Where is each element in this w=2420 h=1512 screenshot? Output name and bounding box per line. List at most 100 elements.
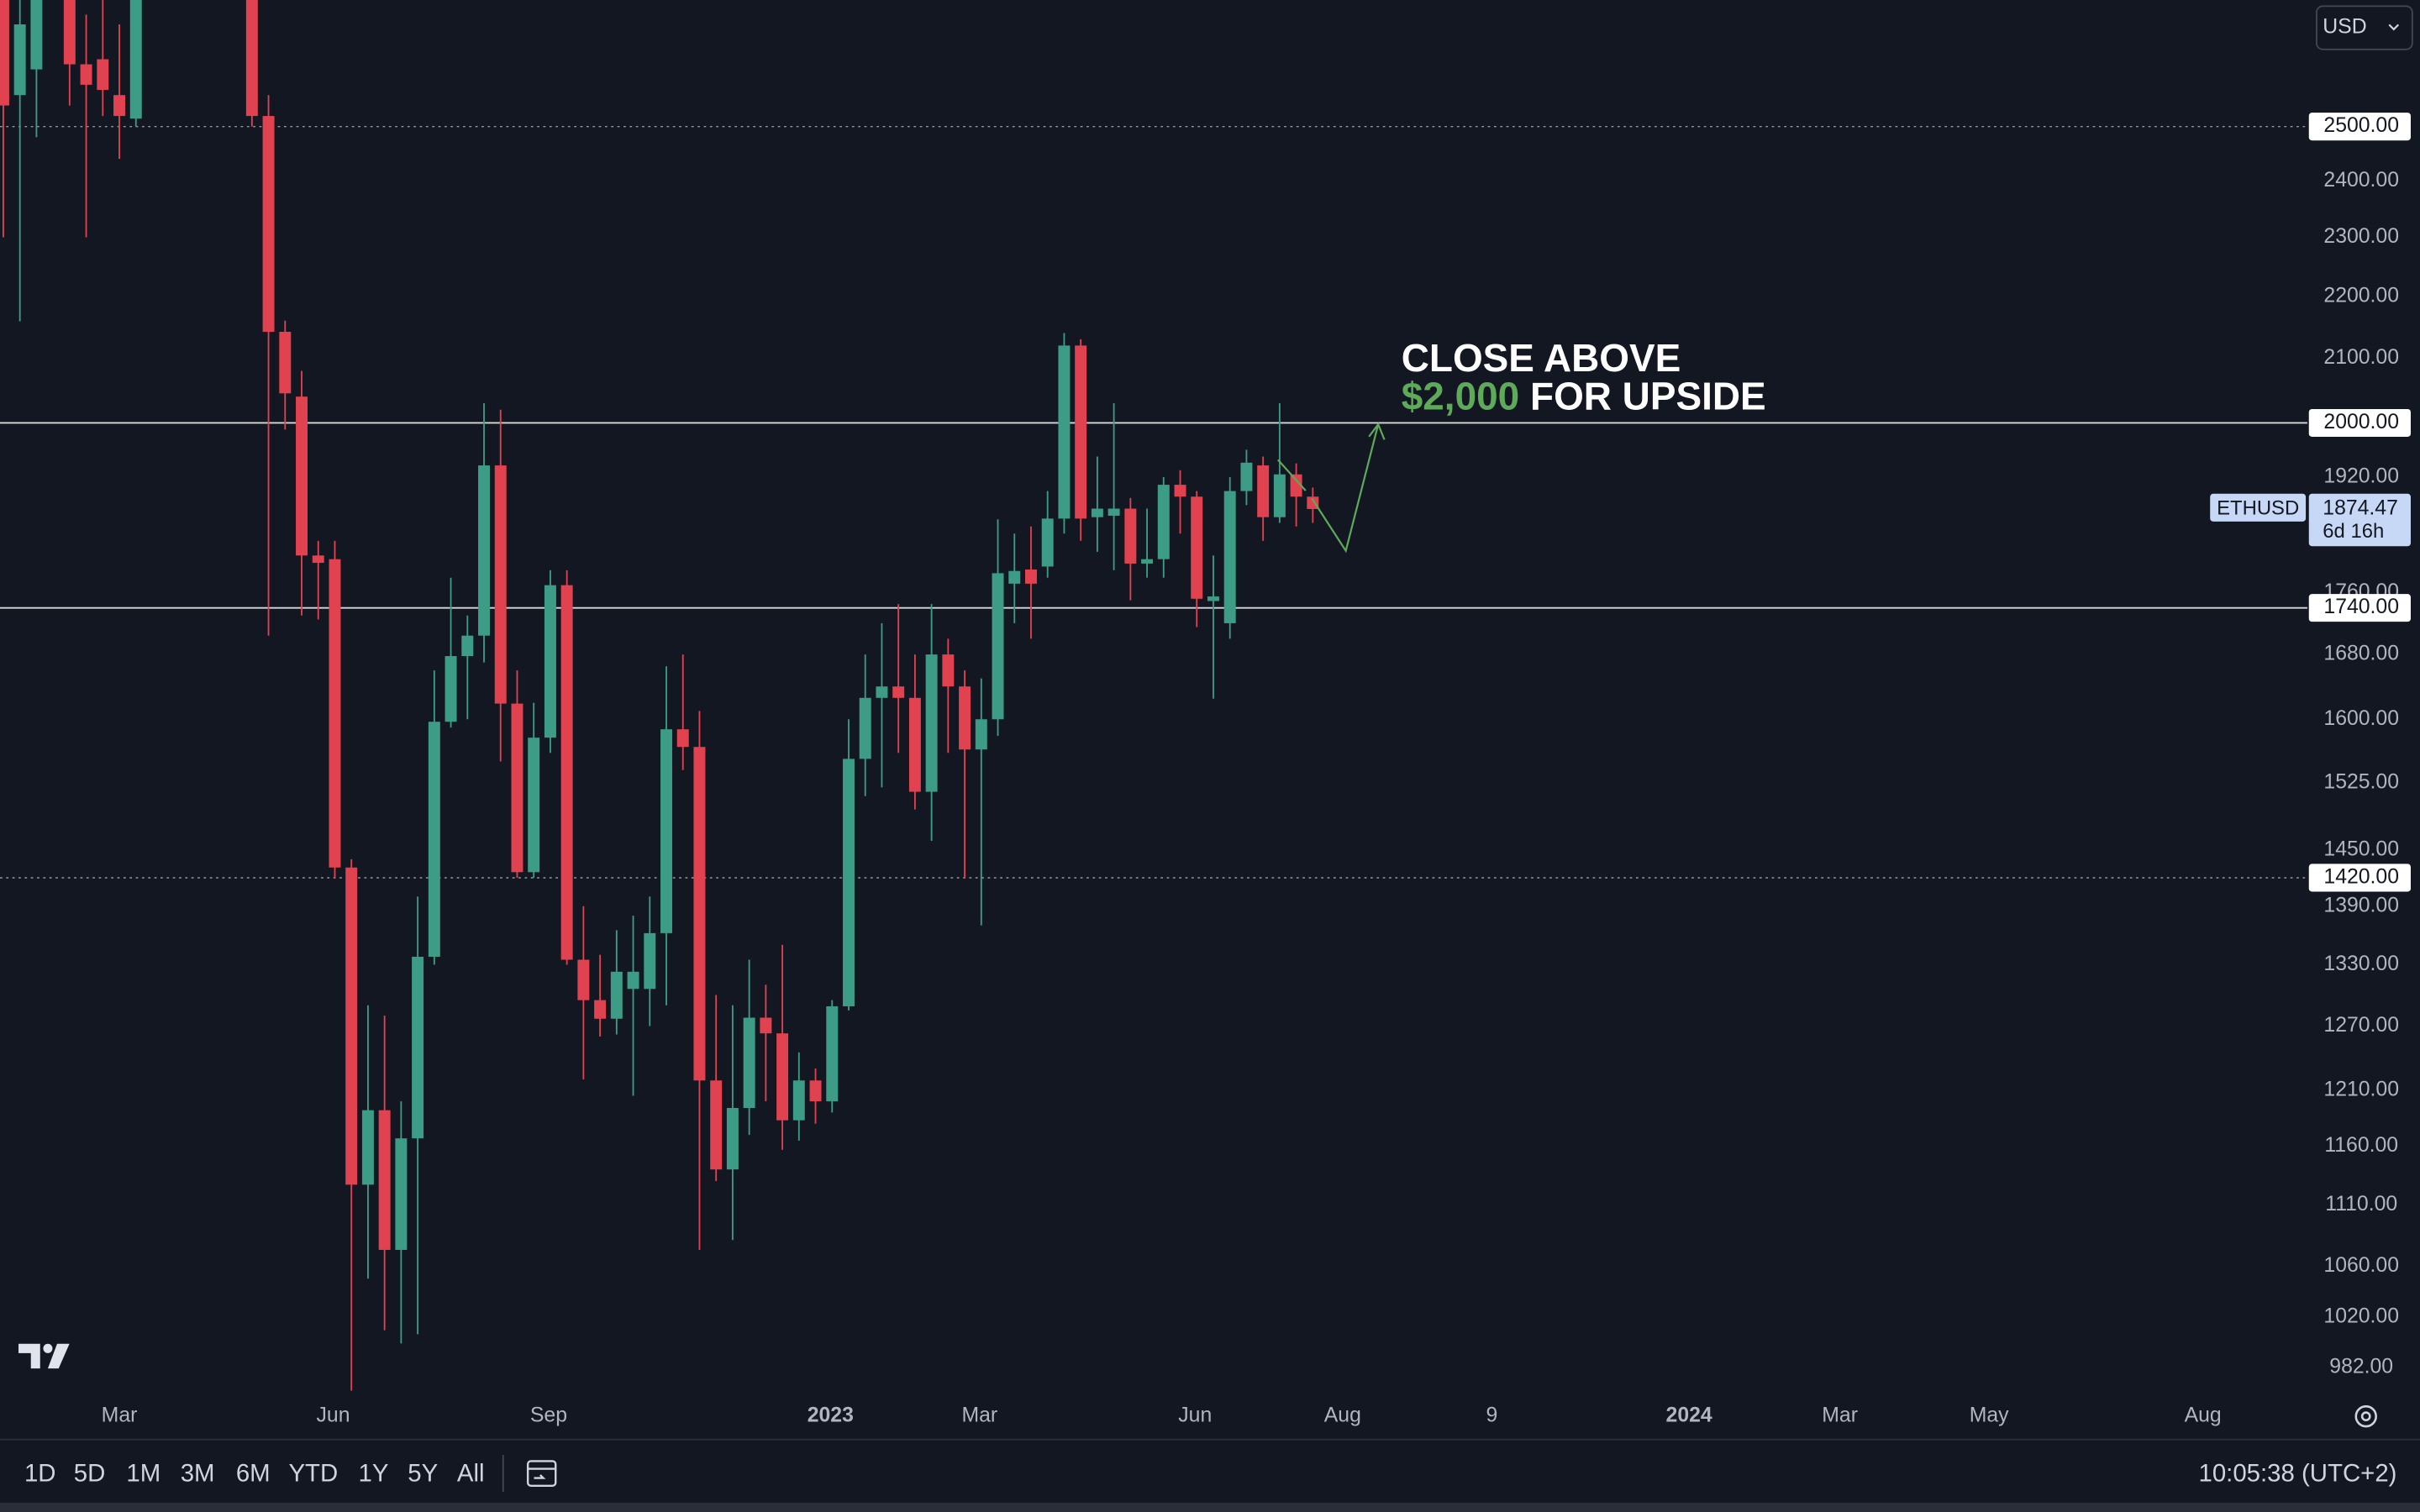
forecast-arrow — [1276, 422, 1386, 554]
gear[interactable] — [2354, 1404, 2377, 1428]
candle-body — [494, 465, 507, 704]
level-box — [2308, 408, 2411, 438]
candle-body — [1091, 508, 1103, 517]
range-button[interactable]: 1Y — [359, 1460, 389, 1488]
level-box — [2308, 864, 2411, 892]
x-tick-label: Aug — [1324, 1404, 1361, 1427]
x-tick-label: May — [1970, 1404, 2009, 1427]
candle-body — [776, 1033, 789, 1121]
y-tick-label: 2300.00 — [2323, 225, 2399, 248]
range-button[interactable]: 1D — [24, 1460, 56, 1488]
x-tick-label: Mar — [1822, 1404, 1858, 1427]
candle-body — [577, 959, 590, 1000]
candle-body — [908, 697, 921, 792]
drawing-line — [1276, 459, 1307, 491]
drawing-line — [1311, 423, 1380, 554]
y-tick-label: 1110.00 — [2325, 1193, 2397, 1215]
candle-body — [1124, 508, 1137, 564]
candle-body — [1174, 485, 1186, 497]
candle-body — [843, 759, 855, 1006]
candle-body — [644, 932, 656, 990]
logo-part — [47, 1343, 70, 1369]
candle-body — [1008, 570, 1021, 584]
y-tick-label: 1600.00 — [2323, 707, 2399, 730]
clock: 10:05:38 (UTC+2) — [2199, 1460, 2397, 1488]
price-axis: 2400.002300.002200.002100.001920.001760.… — [2308, 113, 2411, 1378]
candle-body — [412, 956, 424, 1139]
candle-body — [13, 24, 26, 96]
candle-body — [528, 738, 540, 873]
candle-body — [445, 656, 457, 722]
chevron — [2388, 24, 2400, 31]
range-button[interactable]: YTD — [288, 1460, 338, 1488]
candle-body — [1041, 518, 1054, 567]
range-button[interactable]: 5D — [74, 1460, 106, 1488]
countdown: 6d 16h — [2323, 520, 2384, 543]
candle-body — [760, 1017, 772, 1034]
bottom-strip — [0, 1502, 2420, 1512]
candle-body — [245, 0, 258, 117]
x-tick-label: Jun — [1178, 1404, 1212, 1427]
candle-body — [544, 585, 556, 738]
y-tick-label: 1920.00 — [2323, 465, 2399, 488]
candle-body — [826, 1005, 839, 1102]
range-button[interactable]: 1M — [126, 1460, 160, 1488]
symbol: ETHUSD — [2217, 496, 2299, 519]
settings[interactable] — [2354, 1404, 2377, 1428]
range-button[interactable]: 3M — [181, 1460, 215, 1488]
candle-body — [312, 555, 324, 564]
candle-body — [1191, 496, 1203, 599]
candle-body — [710, 1080, 723, 1170]
candle-body — [876, 686, 888, 698]
y-tick-label: 1450.00 — [2323, 837, 2399, 860]
candle-body — [395, 1138, 408, 1250]
currency[interactable]: USD — [2323, 16, 2366, 39]
candle-body — [676, 729, 689, 748]
y-tick-label: 1390.00 — [2323, 894, 2399, 916]
candle-body — [1207, 596, 1219, 601]
candle-body — [296, 396, 308, 556]
candle-body — [478, 465, 490, 636]
currency-select[interactable]: USD — [2316, 5, 2413, 50]
toolbar: 1D 5D 1M 3M 6M YTD 1Y 5Y All — [24, 1460, 485, 1488]
candle-body — [792, 1080, 805, 1121]
candle-body — [859, 697, 871, 759]
y-tick-label: 1020.00 — [2323, 1305, 2399, 1328]
candle-body — [378, 1110, 391, 1250]
candle-body — [129, 0, 142, 119]
annotation-highlight: $2,000 — [1402, 375, 1519, 418]
y-tick-label: 1210.00 — [2323, 1079, 2399, 1101]
y-tick-label: 1270.00 — [2323, 1014, 2399, 1037]
x-tick-label: 2024 — [1666, 1404, 1712, 1427]
x-tick-label: 2023 — [808, 1404, 854, 1427]
candle-body — [693, 747, 706, 1081]
currency-box[interactable] — [2316, 5, 2413, 50]
candle-body — [743, 1017, 755, 1109]
annotation-text: FOR UPSIDE — [1530, 375, 1766, 418]
candle-body — [80, 64, 92, 85]
candle-body — [97, 59, 109, 91]
candle-body — [1058, 345, 1071, 519]
range-button[interactable]: All — [457, 1460, 485, 1488]
annotation-line: $2,000 FOR UPSIDE — [1402, 375, 1766, 418]
date-range-button[interactable] — [526, 1460, 557, 1487]
range-button[interactable]: 6M — [236, 1460, 271, 1488]
candle-body — [1273, 474, 1286, 517]
y-tick-label: 1330.00 — [2323, 953, 2399, 975]
calendar-icon[interactable] — [526, 1460, 557, 1487]
gear-center[interactable] — [2360, 1411, 2371, 1421]
candle-body — [511, 703, 523, 873]
candle-body — [1107, 508, 1120, 516]
x-tick-label: Sep — [530, 1404, 567, 1427]
candle-body — [30, 0, 43, 70]
candles — [0, 0, 1319, 1391]
logo — [18, 1343, 70, 1369]
range-button[interactable]: 5Y — [408, 1460, 438, 1488]
candle-body — [1257, 465, 1270, 517]
candle-body — [560, 585, 573, 960]
y-tick-label: 1060.00 — [2323, 1254, 2399, 1277]
last-price-label: ETHUSD 1874.47 6d 16h — [2210, 493, 2411, 547]
